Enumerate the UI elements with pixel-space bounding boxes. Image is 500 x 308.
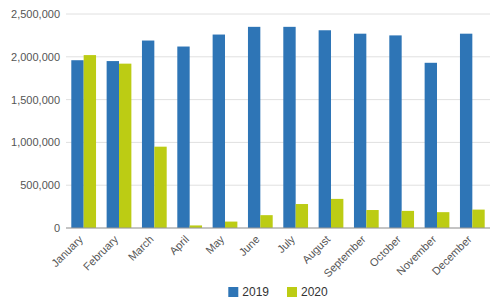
x-tick-label: February bbox=[81, 233, 121, 273]
x-tick-label: June bbox=[236, 233, 261, 258]
bar bbox=[71, 60, 83, 228]
x-tick-label: December bbox=[429, 233, 474, 278]
bar bbox=[425, 63, 437, 228]
bar bbox=[319, 30, 331, 228]
bar bbox=[213, 35, 225, 228]
x-axis bbox=[66, 228, 490, 229]
bar bbox=[389, 35, 401, 228]
x-tick-label: May bbox=[203, 233, 227, 257]
bar bbox=[331, 199, 343, 228]
y-tick-label: 1,000,000 bbox=[11, 136, 60, 148]
bar bbox=[107, 61, 119, 228]
bars bbox=[71, 27, 484, 228]
bar bbox=[402, 211, 414, 228]
legend-label: 2019 bbox=[242, 285, 269, 299]
x-tick-label: September bbox=[321, 233, 368, 280]
bar bbox=[437, 212, 449, 228]
bar bbox=[225, 222, 237, 228]
x-tick-label: July bbox=[275, 233, 298, 256]
bar bbox=[260, 215, 272, 228]
grid-line bbox=[66, 56, 490, 57]
grid-line bbox=[66, 228, 490, 229]
x-tick-label: March bbox=[126, 233, 156, 263]
legend-swatch bbox=[228, 287, 238, 297]
y-tick-label: 500,000 bbox=[20, 179, 60, 191]
grid bbox=[66, 14, 490, 228]
legend-item: 2019 bbox=[228, 285, 269, 299]
y-tick-label: 0 bbox=[54, 222, 60, 234]
bar bbox=[142, 41, 154, 228]
y-tick-label: 1,500,000 bbox=[11, 94, 60, 106]
x-tick-label: August bbox=[300, 233, 333, 266]
y-tick-label: 2,000,000 bbox=[11, 51, 60, 63]
bar bbox=[248, 27, 260, 228]
legend-label: 2020 bbox=[301, 285, 328, 299]
bar bbox=[296, 204, 308, 228]
bar bbox=[460, 34, 472, 228]
bar bbox=[84, 55, 96, 228]
legend: 2019 2020 bbox=[228, 285, 328, 299]
y-tick-label: 2,500,000 bbox=[11, 8, 60, 20]
bar bbox=[283, 27, 295, 228]
x-tick-label: April bbox=[167, 233, 191, 257]
bar bbox=[472, 210, 484, 228]
chart: 0 500,000 1,000,000 1,500,000 2,000,000 2,500… bbox=[0, 0, 500, 308]
bar bbox=[366, 210, 378, 228]
bar bbox=[154, 147, 166, 228]
bar bbox=[354, 34, 366, 228]
legend-item: 2020 bbox=[287, 285, 328, 299]
grid-line bbox=[66, 14, 490, 15]
bar bbox=[177, 47, 189, 228]
legend-swatch bbox=[287, 287, 297, 297]
bar bbox=[119, 64, 131, 228]
